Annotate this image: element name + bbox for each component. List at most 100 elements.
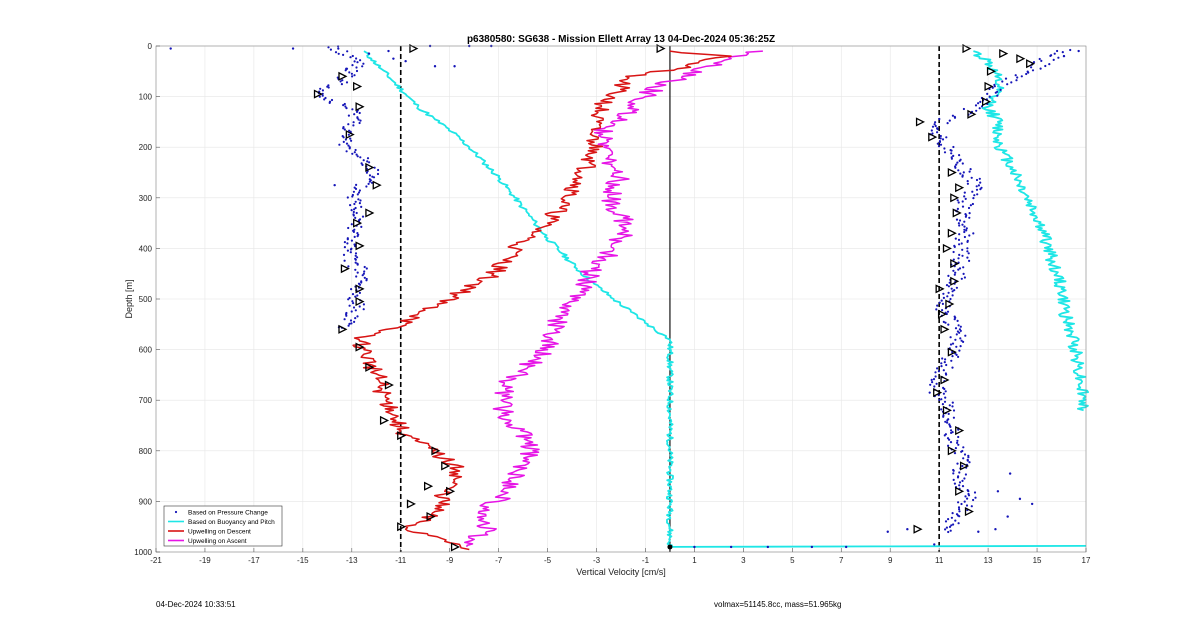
series-pressure-point (934, 371, 937, 374)
series-pressure-point (353, 60, 356, 63)
series-pressure-point (952, 145, 955, 149)
series-pressure-outlier (1077, 49, 1080, 53)
triangle-marker (365, 208, 375, 218)
series-pressure-point (356, 294, 359, 297)
chart-title: p6380580: SG638 - Mission Ellett Array 1… (467, 34, 775, 45)
series-pressure-point (953, 273, 956, 276)
series-pressure-point (368, 180, 371, 183)
x-tick-label: -11 (395, 556, 407, 565)
series-pressure-point (948, 423, 951, 426)
series-pressure-outlier (933, 543, 936, 546)
series-pressure-point (958, 349, 961, 352)
series-pressure-point (354, 200, 357, 203)
series-pressure-point (959, 158, 962, 161)
series-pressure-point (938, 301, 941, 304)
series-pressure-point (350, 139, 353, 142)
series-pressure-point (953, 315, 956, 318)
series-pressure-point (957, 222, 961, 225)
series-pressure-point (958, 510, 961, 513)
triangle-marker (340, 264, 350, 274)
series-pressure-outlier (729, 545, 733, 549)
series-pressure-point (993, 83, 996, 86)
series-pressure-point (370, 181, 374, 184)
footer-timestamp: 04-Dec-2024 10:33:51 (156, 600, 236, 609)
triangle-marker (962, 43, 972, 54)
triangle-marker (1016, 54, 1026, 64)
series-pressure-point (978, 107, 981, 110)
series-pressure-point (353, 235, 356, 238)
series-pressure-point (1010, 81, 1013, 84)
legend-label: Based on Pressure Change (188, 509, 268, 516)
series-pressure-outlier (1018, 497, 1022, 501)
series-pressure-point (343, 102, 346, 106)
series-pressure-point (940, 362, 943, 365)
series-pressure-point (968, 216, 971, 219)
series-pressure-point (365, 185, 368, 188)
triangle-marker (441, 461, 451, 471)
series-pressure-point (958, 243, 961, 246)
series-pressure-point (963, 230, 966, 234)
series-pressure-point (354, 258, 357, 261)
series-pressure-point (960, 339, 963, 342)
series-pressure-point (937, 370, 941, 373)
series-pressure-point (956, 207, 960, 210)
series-pressure-point (958, 219, 962, 222)
series-pressure-point (950, 516, 954, 519)
series-pressure-point (967, 454, 970, 457)
series-pressure-point (955, 163, 958, 166)
series-pressure-point (355, 110, 359, 113)
series-pressure-point (342, 53, 345, 57)
series-pressure-point (932, 378, 936, 381)
series-pressure-point (319, 87, 322, 90)
series-pressure-point (349, 137, 352, 140)
series-pressure-point (940, 299, 943, 302)
footer-vehicle-info: volmax=51145.8cc, mass=51.965kg (714, 600, 842, 609)
series-pressure-point (929, 383, 932, 386)
triangle-marker (999, 49, 1009, 59)
series-pressure-point (1052, 58, 1055, 62)
series-pressure-point (999, 88, 1002, 91)
series-pressure-point (940, 398, 943, 401)
series-pressure-point (934, 124, 937, 128)
series-pressure-point (1039, 67, 1042, 70)
series-pressure-point (942, 296, 946, 299)
triangle-marker (424, 481, 434, 491)
y-axis-label: Depth [m] (124, 279, 134, 318)
triangle-marker (397, 431, 407, 441)
series-pressure-point (957, 238, 961, 241)
triangle-marker (446, 486, 456, 496)
series-pressure-point (1025, 72, 1028, 76)
x-axis-label: Vertical Velocity [cm/s] (576, 567, 666, 577)
series-pressure-point (958, 224, 961, 227)
series-pressure-point (930, 378, 933, 381)
series-pressure-point (972, 232, 975, 235)
series-pressure-point (352, 190, 355, 193)
series-pressure-point (962, 457, 965, 460)
series-pressure-point (363, 276, 366, 279)
series-pressure-point (334, 51, 338, 54)
series-pressure-point (991, 86, 994, 89)
series-pressure-point (936, 142, 939, 145)
triangle-marker (313, 89, 323, 99)
series-pressure-point (352, 230, 355, 233)
series-pressure-point (351, 293, 355, 296)
series-pressure-outlier (1030, 502, 1034, 506)
series-pressure-point (352, 210, 355, 214)
series-pressure-point (343, 246, 346, 249)
series-pressure-outlier (169, 47, 172, 50)
series-pressure-point (953, 452, 957, 455)
triangle-marker (355, 284, 365, 294)
triangle-marker (365, 362, 375, 372)
series-pressure-point (346, 196, 349, 199)
series-pressure-point (942, 392, 946, 395)
series-pressure-point (947, 323, 950, 326)
triangle-marker (353, 218, 363, 228)
series-pressure-point (365, 267, 368, 270)
series-pressure-point (957, 268, 960, 271)
y-tick-label: 700 (139, 396, 153, 405)
series-pressure-point (960, 242, 963, 245)
series-pressure-point (951, 401, 954, 404)
series-pressure-point (323, 98, 326, 101)
series-pressure-point (330, 98, 334, 102)
series-pressure-point (354, 216, 357, 219)
